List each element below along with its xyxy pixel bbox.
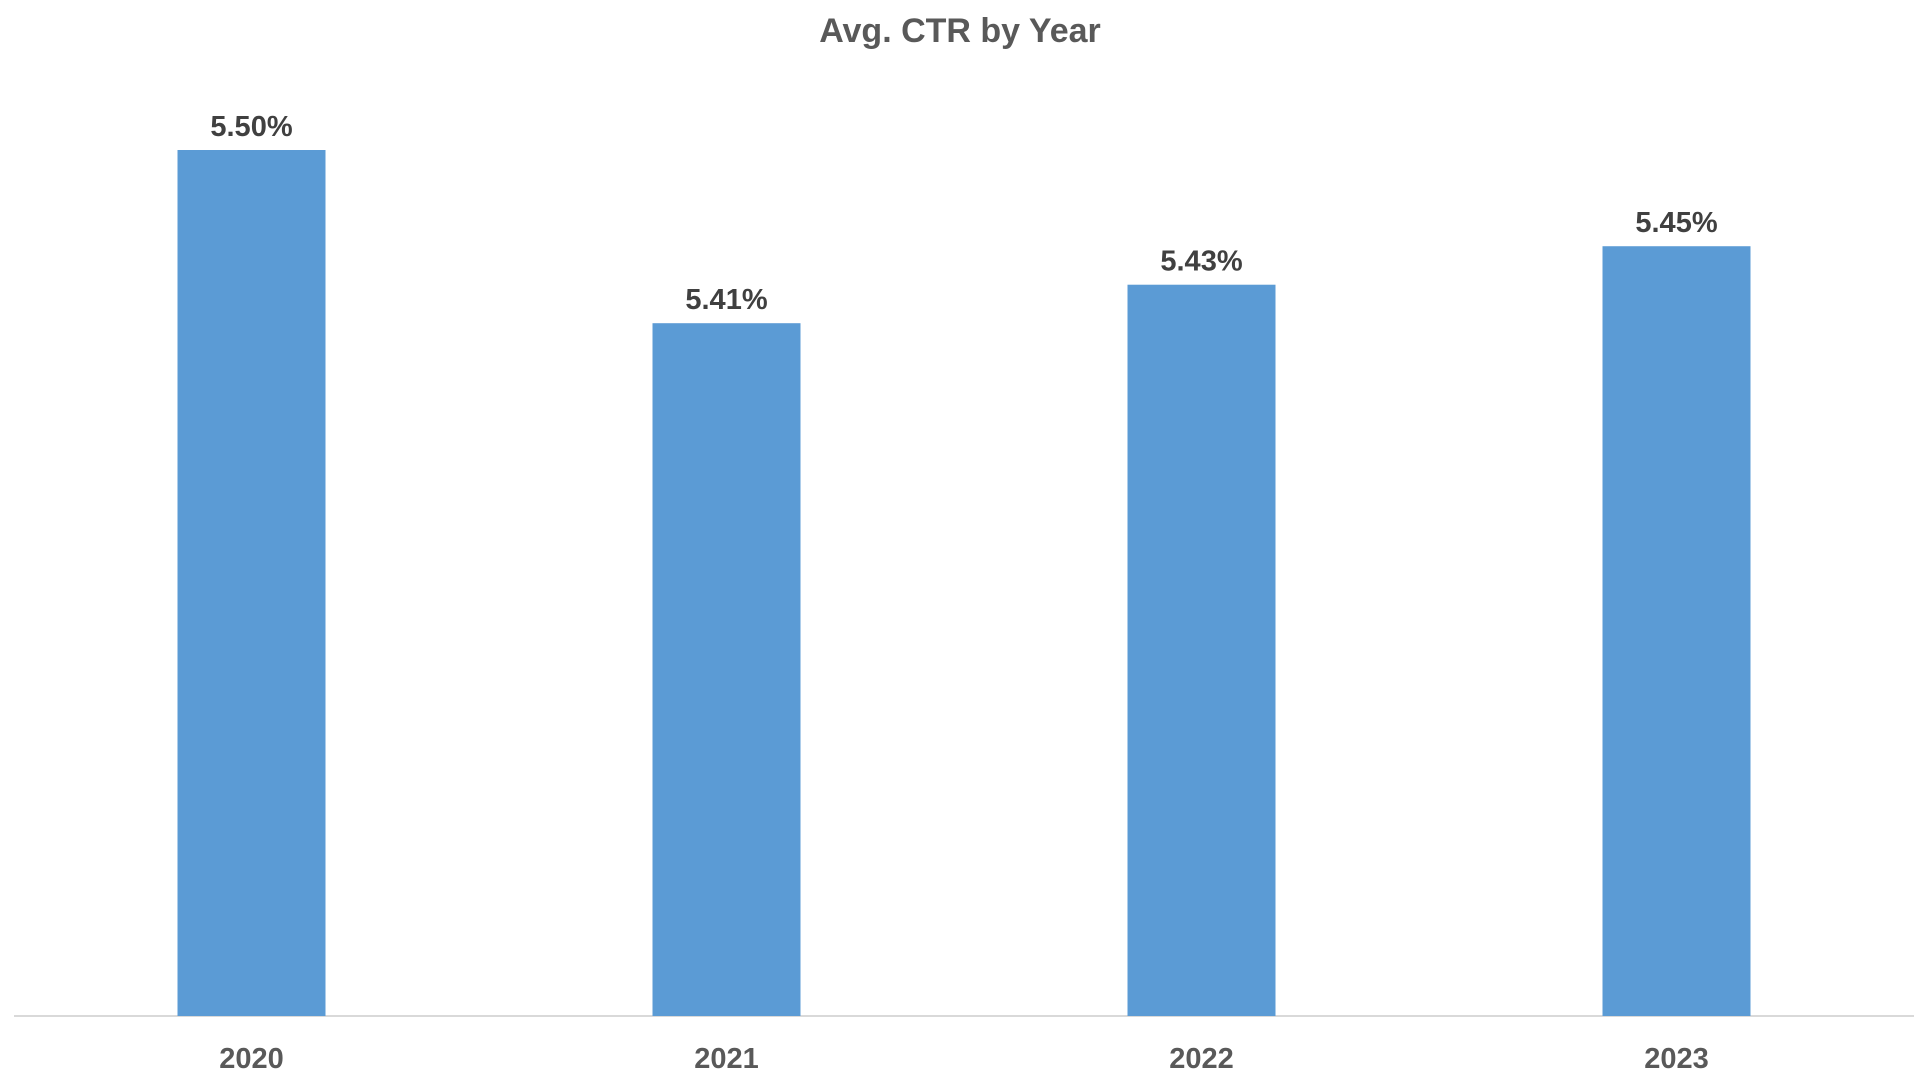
bar-2020 [177, 150, 326, 1016]
data-label-2023: 5.45% [1635, 207, 1717, 239]
x-tick-label-2023: 2023 [1644, 1043, 1709, 1075]
bar-2023 [1602, 246, 1751, 1016]
x-tick-label-2022: 2022 [1169, 1043, 1234, 1075]
data-labels-group: 5.50% 5.41% 5.43% 5.45% [210, 111, 1717, 316]
data-label-2021: 5.41% [685, 284, 767, 316]
data-label-2022: 5.43% [1160, 246, 1242, 278]
x-tick-label-2021: 2021 [694, 1043, 759, 1075]
bar-2021 [652, 323, 801, 1016]
chart-title: Avg. CTR by Year [819, 12, 1101, 50]
bars-group [177, 150, 1751, 1016]
x-tick-labels-group: 2020 2021 2022 2023 [219, 1043, 1709, 1075]
bar-2022 [1127, 284, 1276, 1016]
x-tick-label-2020: 2020 [219, 1043, 284, 1075]
data-label-2020: 5.50% [210, 111, 292, 143]
